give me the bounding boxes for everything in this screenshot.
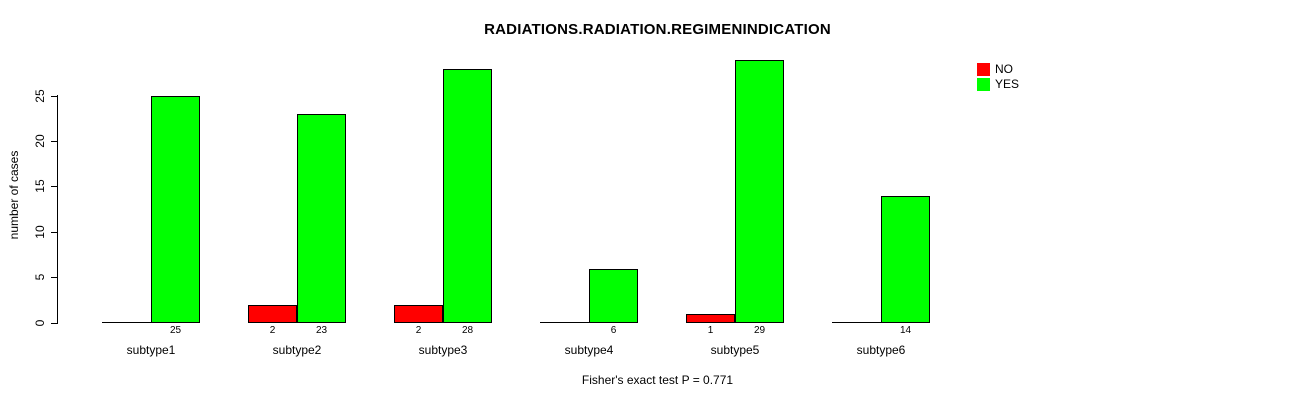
y-tick-label: 0	[33, 319, 47, 327]
bar-value-label: 6	[610, 325, 617, 336]
y-tick	[51, 232, 58, 233]
bar-yes	[443, 69, 492, 323]
y-axis-line	[57, 95, 58, 323]
bar-value-label: 23	[315, 325, 328, 336]
legend-label: YES	[995, 76, 1020, 91]
y-tick-label: 25	[33, 89, 47, 103]
bar-value-label: 1	[707, 325, 714, 336]
legend-item-yes: YES	[977, 77, 1019, 91]
bar-yes	[151, 96, 200, 323]
bar-yes	[297, 114, 346, 323]
bar-no	[394, 305, 443, 323]
legend-no-swatch	[977, 62, 990, 76]
legend-yes-swatch	[977, 77, 990, 91]
bar-value-label: 2	[269, 325, 276, 336]
bar-no	[248, 305, 297, 323]
category-label: subtype4	[564, 343, 614, 357]
bar-value-label: 28	[461, 325, 474, 336]
category-label: subtype6	[856, 343, 906, 357]
legend-item-no: NO	[977, 62, 1019, 76]
stat-caption: Fisher's exact test P = 0.771	[581, 373, 734, 387]
bar-value-label: 14	[899, 325, 912, 336]
bar-no	[686, 314, 735, 323]
chart-title: RADIATIONS.RADIATION.REGIMENINDICATION	[484, 21, 831, 38]
bar-yes	[881, 196, 930, 323]
bar-yes	[589, 269, 638, 323]
legend-label: NO	[995, 61, 1013, 76]
category-label: subtype1	[126, 343, 176, 357]
bar-value-label: 29	[753, 325, 766, 336]
y-tick-label: 10	[33, 225, 47, 239]
category-label: subtype5	[710, 343, 760, 357]
y-tick-label: 5	[33, 273, 47, 281]
y-tick	[51, 277, 58, 278]
category-label: subtype3	[418, 343, 468, 357]
y-axis-label: number of cases	[7, 150, 21, 240]
bar-value-label: 25	[169, 325, 182, 336]
y-tick-label: 15	[33, 179, 47, 193]
category-label: subtype2	[272, 343, 322, 357]
y-tick-label: 20	[33, 134, 47, 148]
y-tick	[51, 96, 58, 97]
y-tick	[51, 141, 58, 142]
bar-yes	[735, 60, 784, 323]
y-tick	[51, 323, 58, 324]
y-tick	[51, 186, 58, 187]
bar-value-label: 2	[415, 325, 422, 336]
legend: NO YES	[977, 62, 1019, 92]
